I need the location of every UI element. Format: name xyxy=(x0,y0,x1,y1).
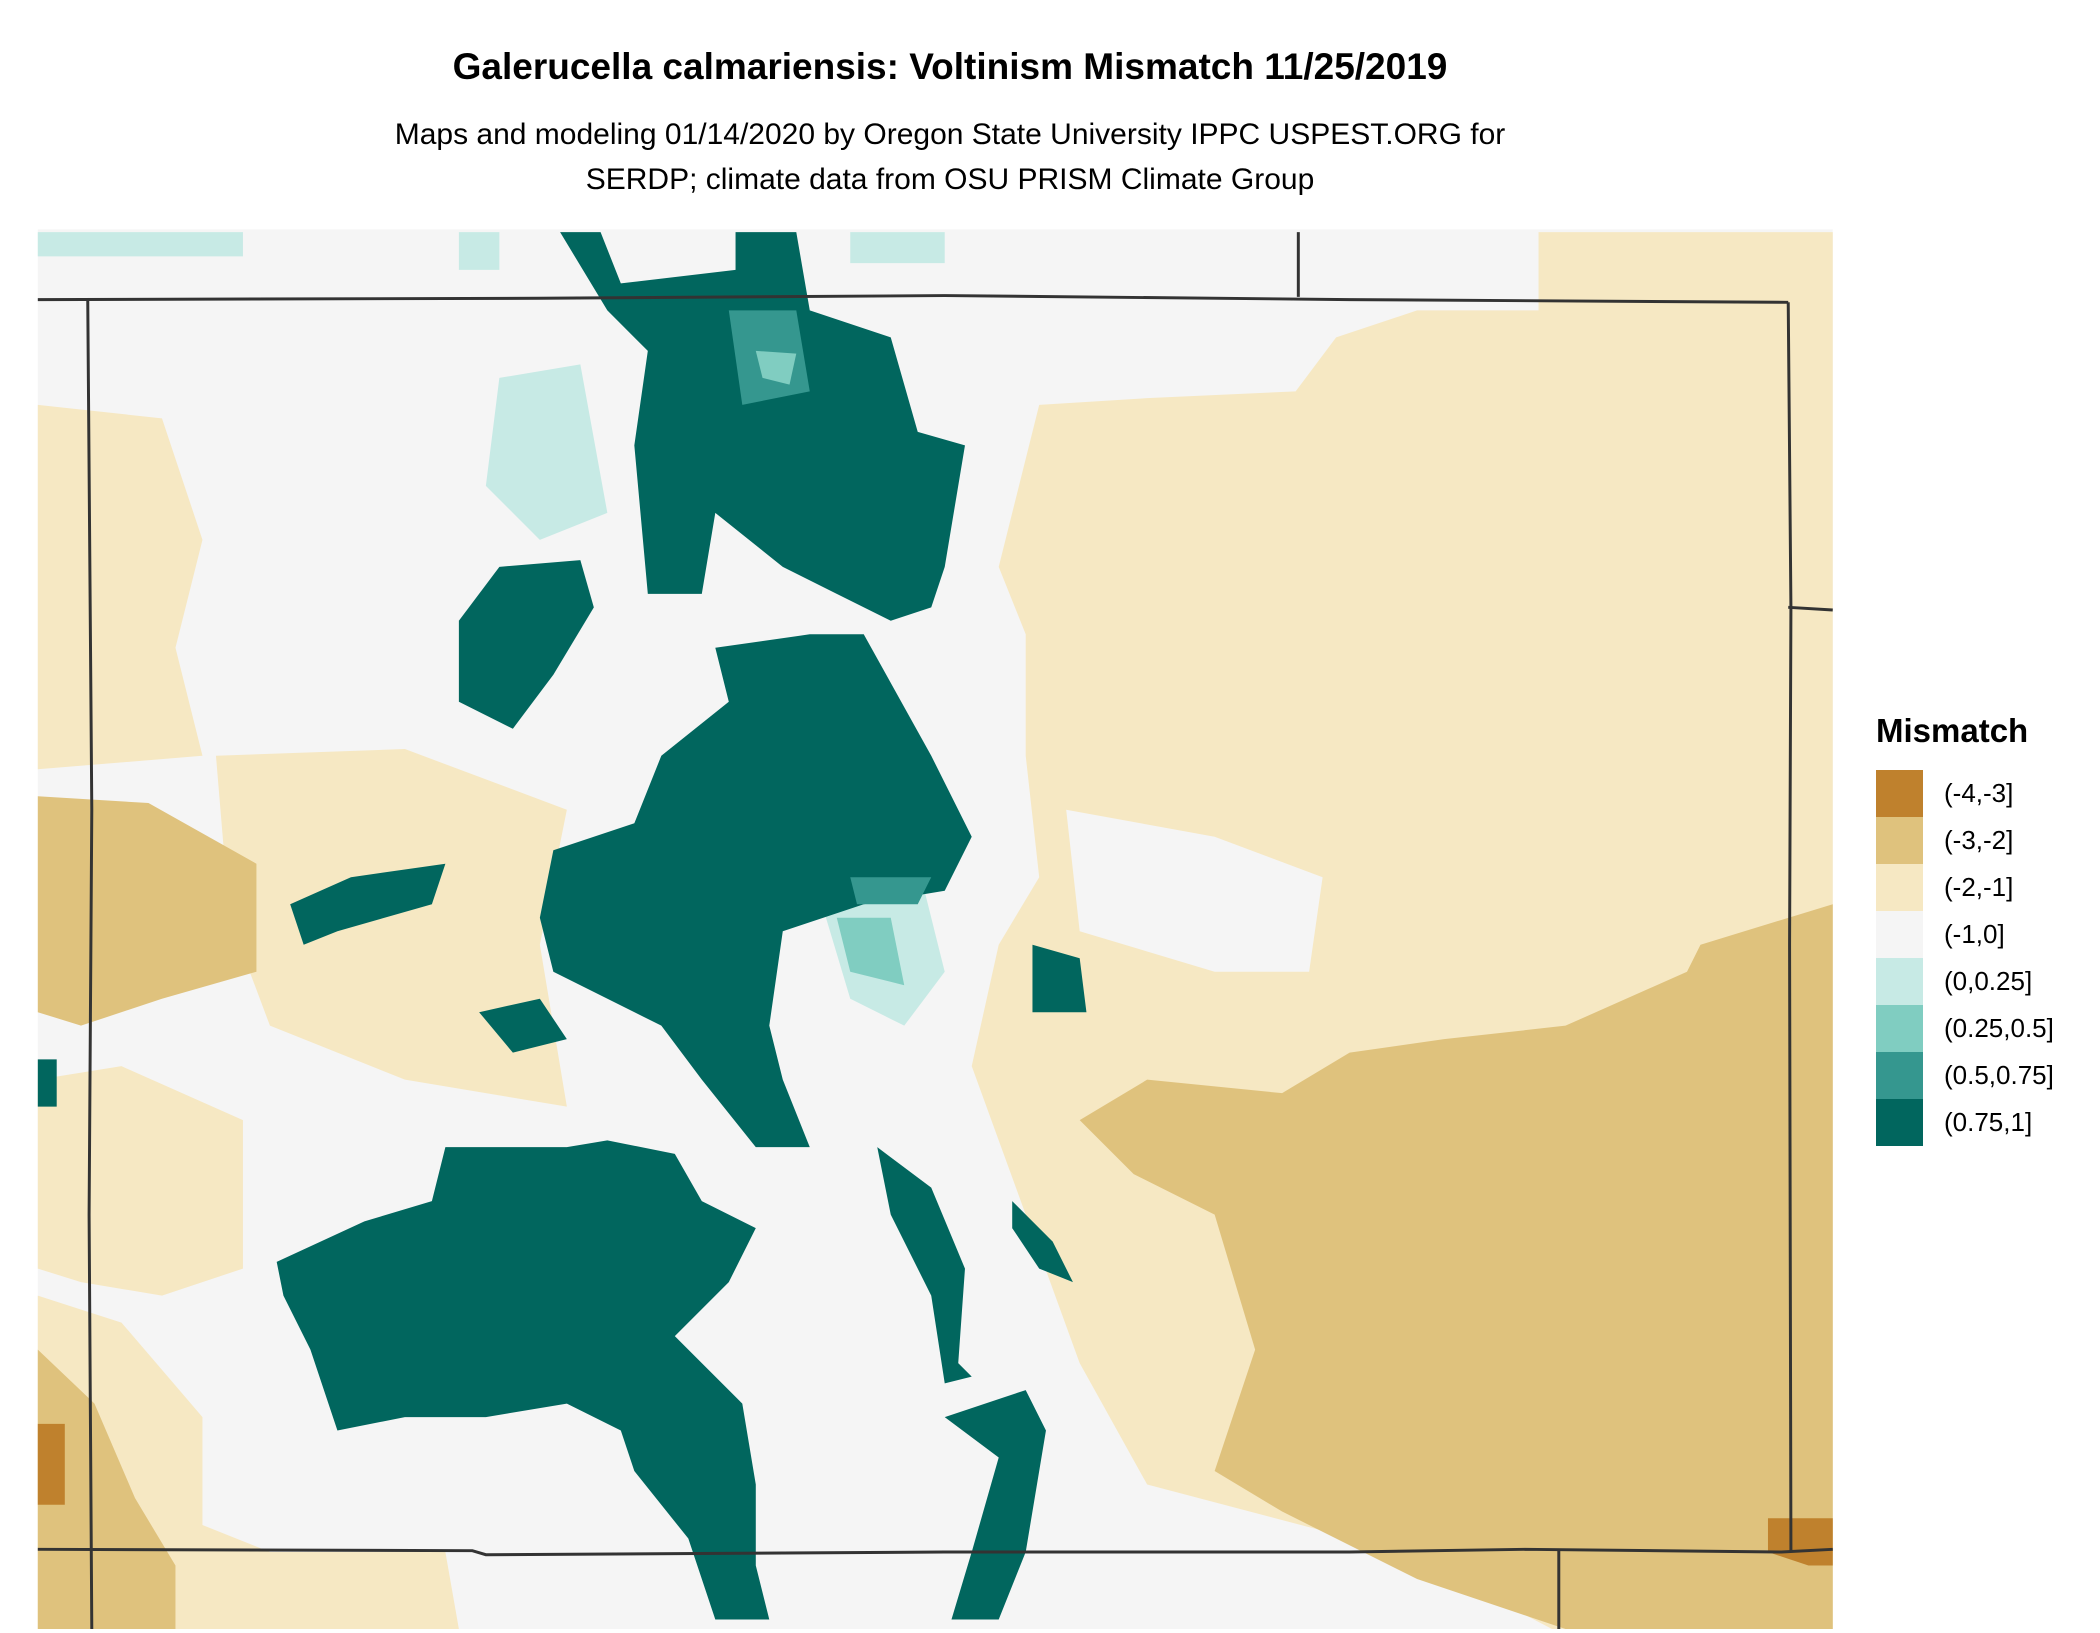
map-subtitle-line1: Maps and modeling 01/14/2020 by Oregon S… xyxy=(394,118,1506,151)
state-border xyxy=(37,1547,1833,1557)
legend-label: (0.25,0.5] xyxy=(1944,1013,2054,1043)
legend-title: Mismatch xyxy=(1876,712,2029,749)
region-0.75-1 xyxy=(37,1059,57,1107)
region-0.75-1 xyxy=(944,1390,1046,1620)
region-minus3-minus2 xyxy=(1079,904,1833,1629)
legend-item: (0.25,0.5] xyxy=(1876,1005,2054,1052)
legend-item: (-2,-1] xyxy=(1876,864,2054,911)
region-0-0.25 xyxy=(485,364,608,540)
region-minus4-minus3 xyxy=(37,1423,65,1505)
region-0.75-1 xyxy=(560,232,965,621)
legend-item: (0,0.25] xyxy=(1876,958,2054,1005)
state-border xyxy=(37,294,1789,304)
region-0.5-0.75 xyxy=(850,877,932,905)
legend-label: (-1,0] xyxy=(1944,919,2005,949)
legend-swatch xyxy=(1876,770,1923,817)
state-border xyxy=(86,299,94,1629)
region-0.75-1 xyxy=(458,560,594,729)
region-0.25-0.5 xyxy=(755,350,797,385)
map-subtitle-line2: SERDP; climate data from OSU PRISM Clima… xyxy=(585,163,1315,196)
legend-item: (-4,-3] xyxy=(1876,770,2054,817)
region-minus1-0 xyxy=(1066,809,1323,972)
legend-swatch xyxy=(1876,817,1923,864)
legend-label: (-4,-3] xyxy=(1944,778,2014,808)
region-0.25-0.5 xyxy=(836,917,905,986)
region-0.75-1 xyxy=(290,863,446,945)
region-minus2-minus1 xyxy=(215,749,567,1107)
state-border xyxy=(1786,302,1793,1553)
legend-swatch xyxy=(1876,911,1923,958)
region-0.75-1 xyxy=(539,634,972,1148)
region-0.75-1 xyxy=(479,998,567,1053)
legend-item: (-1,0] xyxy=(1876,911,2054,958)
legend-item: (0.75,1] xyxy=(1876,1099,2054,1146)
legend-label: (-2,-1] xyxy=(1944,872,2014,902)
legend-swatch xyxy=(1876,864,1923,911)
legend-label: (0.75,1] xyxy=(1944,1107,2033,1137)
region-minus2-minus1 xyxy=(37,404,203,770)
region-0-0.25 xyxy=(37,232,243,257)
region-0.75-1 xyxy=(1012,1201,1073,1283)
region-minus4-minus3 xyxy=(1767,1518,1833,1566)
region-0-0.25 xyxy=(458,232,500,270)
legend-item: (0.5,0.75] xyxy=(1876,1052,2054,1099)
legend-swatch xyxy=(1876,1052,1923,1099)
state-border xyxy=(1788,605,1833,612)
legend-swatch xyxy=(1876,1099,1923,1146)
legend-swatch xyxy=(1876,1005,1923,1052)
legend-swatch xyxy=(1876,958,1923,1005)
region-0-0.25 xyxy=(850,232,945,264)
region-0.75-1 xyxy=(1032,944,1087,1013)
legend-label: (0,0.25] xyxy=(1944,966,2033,996)
map-title: Galerucella calmariensis: Voltinism Mism… xyxy=(452,46,1448,87)
legend-label: (-3,-2] xyxy=(1944,825,2014,855)
region-minus3-minus2 xyxy=(37,1349,176,1629)
region-0.75-1 xyxy=(276,1140,770,1620)
region-0.75-1 xyxy=(877,1147,972,1384)
legend: Mismatch (-4,-3] (-3,-2] (-2,-1] (-1,0] (0,0… xyxy=(1876,712,2054,1146)
legend-item: (-3,-2] xyxy=(1876,817,2054,864)
legend-label: (0.5,0.75] xyxy=(1944,1060,2054,1090)
